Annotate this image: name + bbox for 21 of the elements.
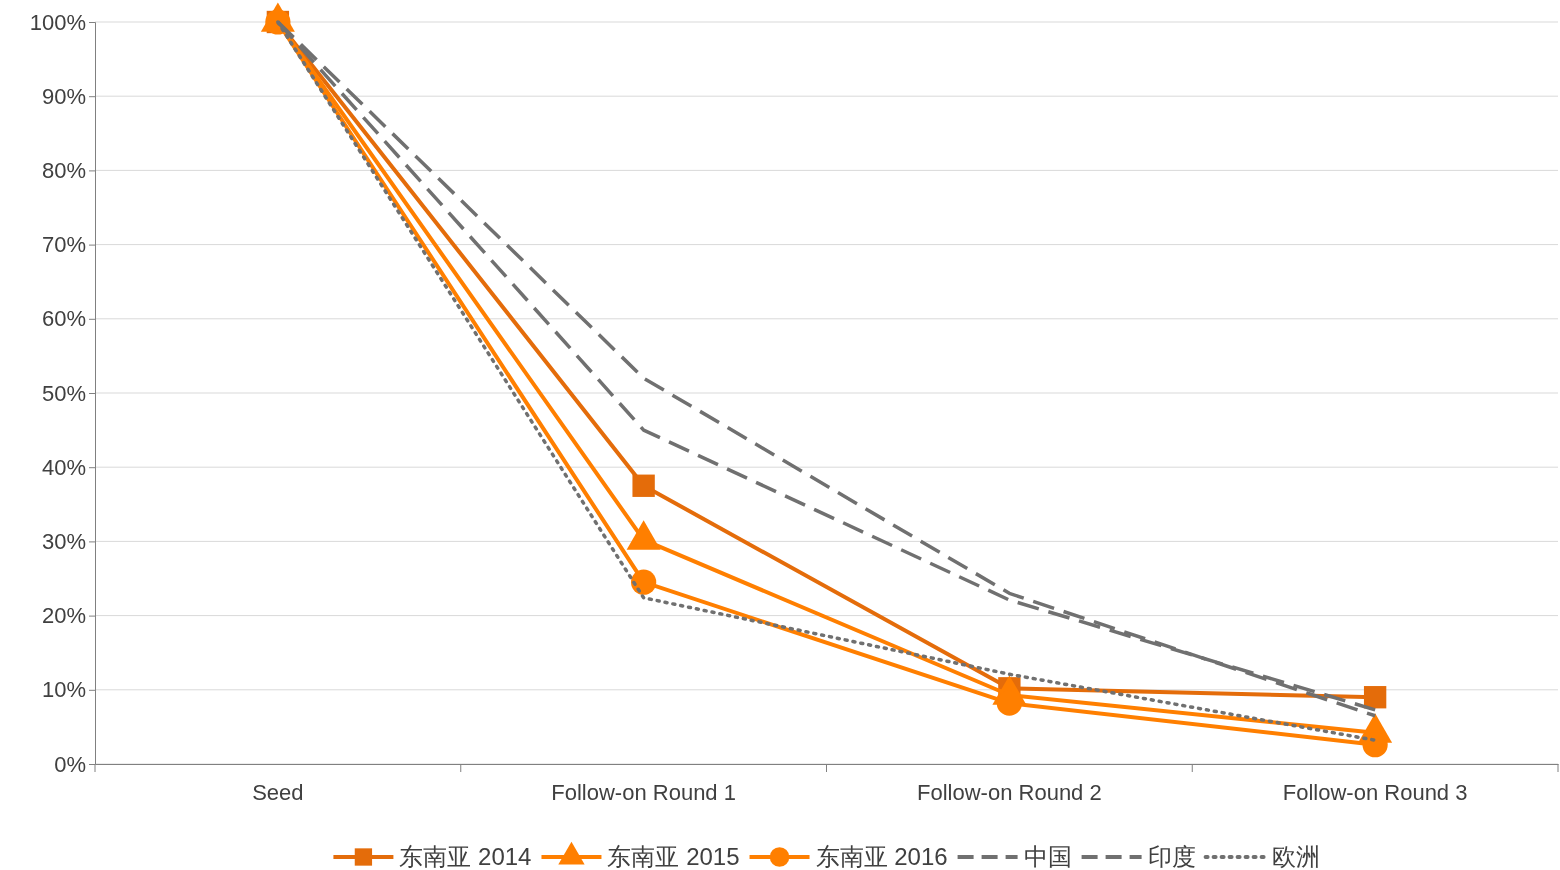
y-tick-label: 30% (41, 528, 86, 554)
y-tick-label: 0% (54, 751, 86, 777)
y-tick-label: 100% (29, 9, 86, 35)
y-tick-label: 70% (41, 232, 86, 258)
legend-label: 东南亚 2015 (607, 843, 740, 870)
y-tick-label: 20% (41, 603, 86, 629)
legend-label: 印度 (1147, 843, 1196, 870)
x-tick-label: Seed (252, 779, 304, 805)
y-tick-label: 50% (41, 380, 86, 406)
x-tick-label: Follow-on Round 1 (551, 779, 736, 805)
x-tick-label: Follow-on Round 2 (917, 779, 1102, 805)
legend-label: 欧洲 (1271, 843, 1320, 870)
x-tick-label: Follow-on Round 3 (1282, 779, 1468, 805)
y-tick-label: 40% (41, 454, 86, 480)
legend-label: 中国 (1023, 843, 1072, 870)
y-tick-label: 90% (41, 83, 86, 109)
y-tick-label: 60% (41, 306, 86, 332)
y-tick-label: 10% (41, 677, 86, 703)
legend-label: 东南亚 2014 (399, 843, 532, 870)
y-tick-label: 80% (41, 157, 86, 183)
legend-label: 东南亚 2016 (815, 843, 948, 870)
